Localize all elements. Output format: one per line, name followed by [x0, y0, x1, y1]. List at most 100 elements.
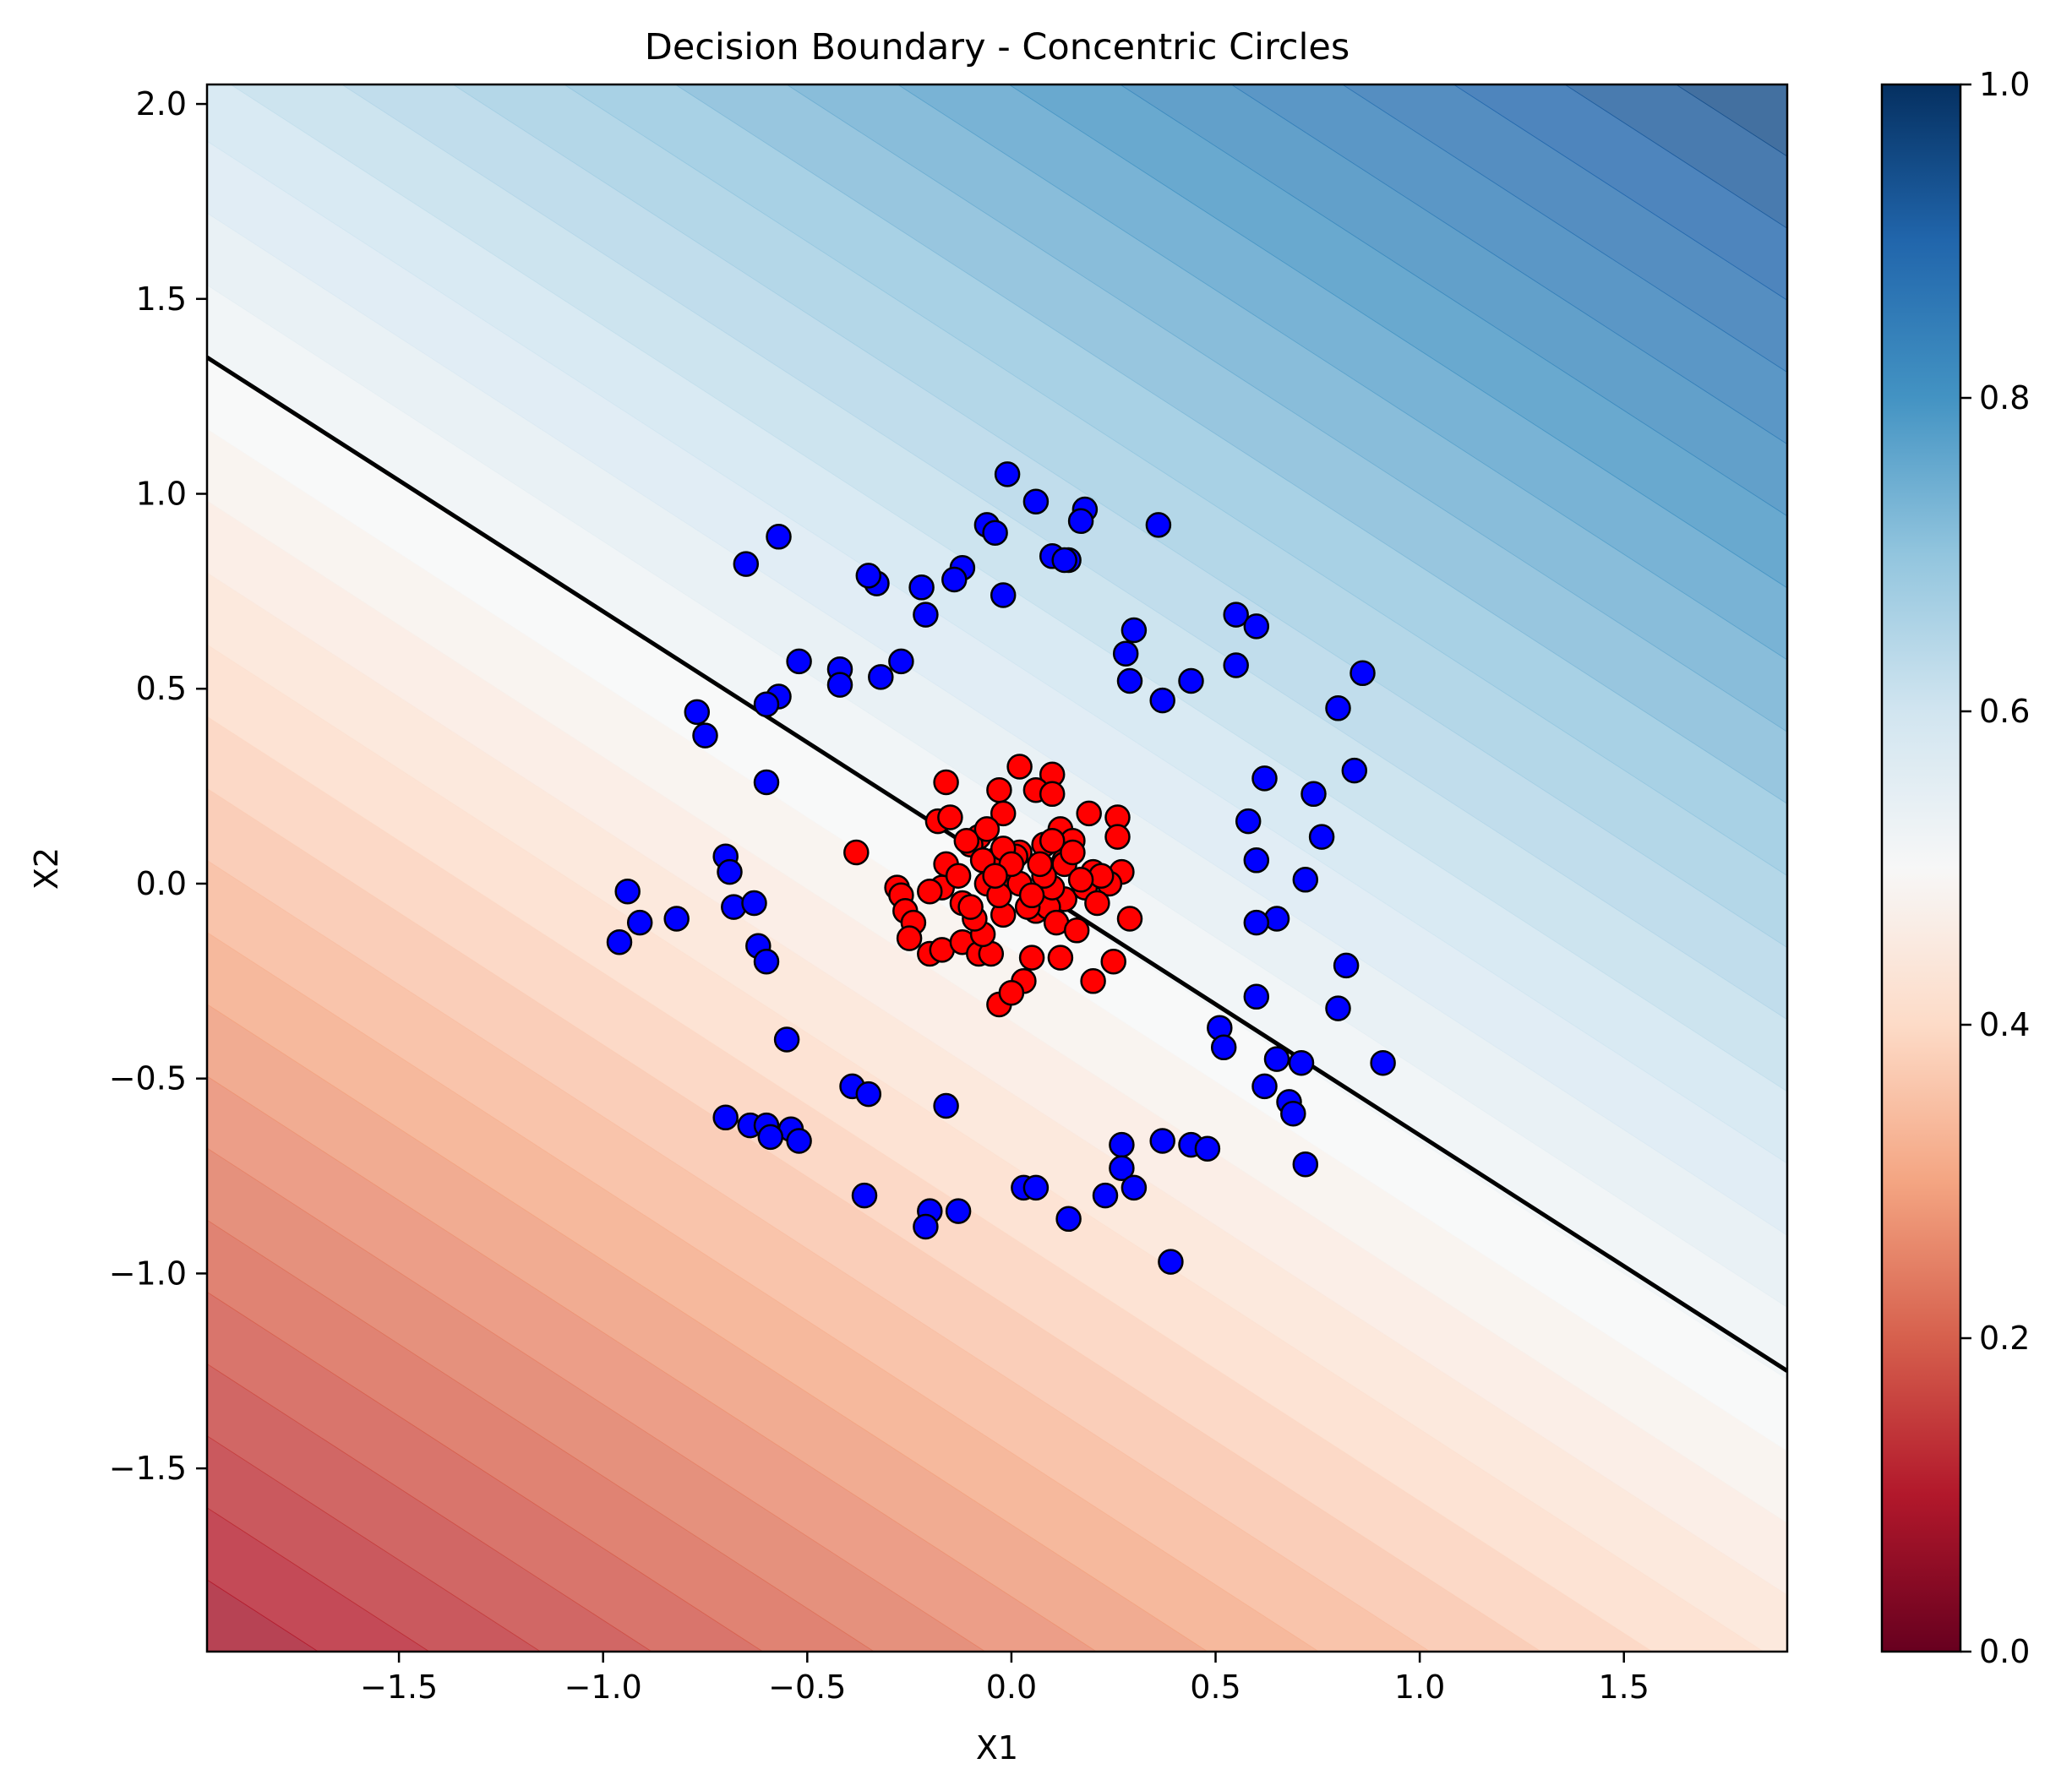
- scatter-point-class-0: [1178, 667, 1204, 694]
- y-tick-label: 0.5: [136, 670, 187, 707]
- scatter-point-class-0: [855, 563, 882, 589]
- scatter-point-class-0: [1149, 1128, 1175, 1154]
- contour-band: [1675, 84, 1787, 157]
- scatter-point-class-1: [933, 769, 959, 796]
- scatter-point-class-0: [741, 890, 767, 917]
- scatter-point-class-0: [1121, 617, 1148, 644]
- scatter-point-class-0: [1251, 1073, 1278, 1100]
- scatter-point-class-0: [933, 1092, 959, 1119]
- scatter-point-class-0: [733, 551, 760, 577]
- scatter-point-class-0: [945, 1198, 972, 1224]
- colorbar-tick-label: 0.8: [1979, 379, 2030, 416]
- chart-title: Decision Boundary - Concentric Circles: [645, 26, 1350, 68]
- scatter-point-class-0: [826, 672, 853, 698]
- plot-frame: [205, 83, 1789, 1653]
- y-axis: −1.5 −1.0 −0.5 0.0 0.5 1.0 1.5 2.0: [109, 85, 207, 1487]
- scatter-point-class-0: [855, 1081, 882, 1108]
- scatter-point-class-0: [1055, 1206, 1082, 1233]
- y-tick-label: 1.5: [136, 280, 187, 318]
- scatter-point-class-0: [1022, 1174, 1050, 1201]
- x-tick-label: 1.5: [1598, 1669, 1649, 1706]
- scatter-point-class-0: [1116, 667, 1143, 694]
- contour-band: [1341, 84, 1787, 373]
- scatter-point-class-1: [896, 925, 923, 951]
- colorbar: 0.0 0.2 0.4 0.6 0.8 1.0: [1880, 66, 2030, 1670]
- contour-band: [207, 212, 1787, 1308]
- scatter-point-class-0: [1051, 547, 1077, 574]
- scatter-point-class-0: [1112, 640, 1139, 667]
- x-tick-label: 0.5: [1190, 1669, 1240, 1706]
- contour-band: [1230, 84, 1787, 445]
- scatter-point-class-1: [1018, 882, 1045, 909]
- scatter-point-class-0: [1292, 867, 1319, 893]
- scatter-point-class-0: [1333, 952, 1360, 979]
- scatter-point-class-0: [1251, 765, 1278, 792]
- scatter-point-class-1: [1080, 968, 1106, 994]
- scatter-point-class-0: [908, 574, 935, 601]
- scatter-point-class-1: [937, 804, 963, 830]
- scatter-point-class-0: [1210, 1034, 1237, 1061]
- contour-band: [674, 84, 1787, 804]
- y-tick-label: 2.0: [136, 85, 187, 122]
- scatter-point-class-1: [1027, 851, 1053, 878]
- scatter-point-class-1: [1039, 781, 1066, 808]
- scatter-point-class-1: [1116, 906, 1143, 932]
- contour-band: [897, 84, 1787, 661]
- scatter-point-class-0: [1223, 652, 1249, 678]
- scatter-point-class-1: [1060, 839, 1086, 866]
- scatter-point-class-0: [692, 722, 718, 749]
- scatter-point-class-1: [1039, 827, 1066, 854]
- scatter-point-class-0: [1325, 695, 1351, 721]
- scatter-point-class-0: [614, 878, 641, 905]
- scatter-point-class-0: [990, 582, 1017, 608]
- contour-band: [207, 140, 1787, 1236]
- scatter-point-class-0: [1300, 781, 1327, 808]
- scatter-point-class-1: [998, 979, 1025, 1006]
- colorbar-tick-label: 0.2: [1979, 1320, 2030, 1357]
- scatter-point-class-1: [1076, 800, 1102, 827]
- scatter-point-class-0: [1235, 808, 1262, 835]
- scatter-point-class-0: [773, 1026, 800, 1053]
- y-tick-label: −1.5: [109, 1450, 187, 1487]
- y-tick-label: −1.0: [109, 1255, 187, 1292]
- scatter-point-class-0: [684, 699, 711, 726]
- scatter-point-class-0: [1243, 983, 1270, 1010]
- x-tick-label: −1.5: [360, 1669, 438, 1706]
- scatter-point-class-0: [717, 858, 743, 885]
- scatter-point-class-0: [1308, 824, 1335, 850]
- y-tick-label: −0.5: [109, 1060, 187, 1097]
- scatter-point-class-0: [1288, 1049, 1315, 1076]
- y-axis-label: X2: [28, 847, 65, 890]
- scatter-point-class-0: [1292, 1151, 1319, 1178]
- x-tick-label: −0.5: [768, 1669, 846, 1706]
- scatter-point-class-0: [1280, 1100, 1306, 1127]
- scatter-point-class-0: [1243, 909, 1270, 936]
- x-tick-label: 1.0: [1394, 1669, 1445, 1706]
- scatter-point-class-0: [868, 664, 894, 690]
- colorbar-bar: [1880, 83, 1962, 1653]
- scatter-point-class-0: [1350, 660, 1376, 687]
- x-axis: −1.5 −1.0 −0.5 0.0 0.5 1.0 1.5: [360, 1652, 1649, 1706]
- scatter-point-class-0: [786, 648, 812, 675]
- scatter-point-class-0: [606, 928, 633, 955]
- scatter-point-class-0: [994, 461, 1021, 487]
- scatter-point-class-0: [1243, 613, 1270, 640]
- x-tick-label: 0.0: [986, 1669, 1037, 1706]
- scatter-point-class-1: [986, 776, 1012, 803]
- contour-background: [207, 84, 1787, 1652]
- scatter-point-class-0: [1194, 1135, 1221, 1162]
- scatter-point-class-1: [1067, 867, 1094, 893]
- scatter-point-class-0: [1022, 488, 1050, 514]
- scatter-point-class-1: [1100, 948, 1126, 975]
- scatter-point-class-0: [1109, 1131, 1135, 1158]
- scatter-point-class-1: [1018, 944, 1045, 971]
- scatter-point-class-1: [957, 894, 984, 920]
- y-tick-label: 0.0: [136, 865, 187, 902]
- scatter-point-class-0: [913, 602, 939, 628]
- colorbar-tick-label: 0.6: [1979, 693, 2030, 730]
- scatter-point-class-0: [1109, 1155, 1135, 1182]
- contour-band: [1119, 84, 1787, 517]
- scatter-point-class-0: [753, 769, 780, 796]
- scatter-point-class-0: [663, 906, 690, 932]
